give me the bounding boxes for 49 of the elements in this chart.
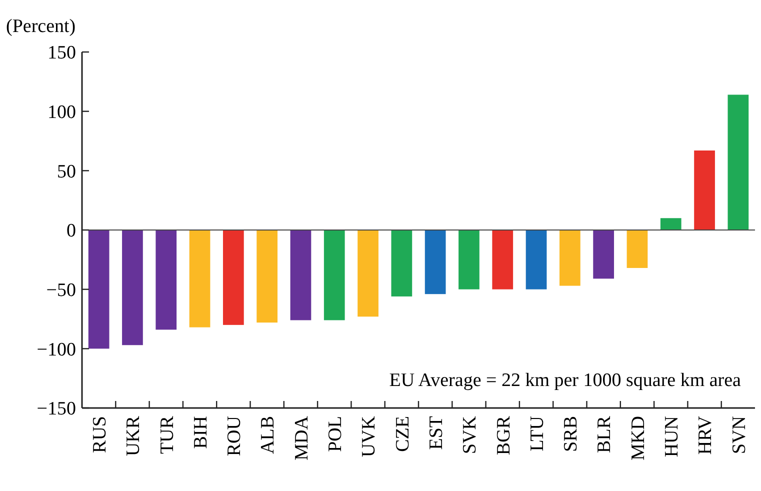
x-tick-label: MDA xyxy=(291,416,312,460)
bar xyxy=(358,230,378,317)
y-tick-label: 150 xyxy=(48,42,76,64)
x-tick-label: ALB xyxy=(258,416,279,454)
x-tick-label: SRB xyxy=(560,416,582,452)
bar xyxy=(694,150,715,230)
y-tick-label: −50 xyxy=(46,280,76,301)
x-tick-label: RUS xyxy=(89,416,110,453)
x-tick-label: TUR xyxy=(156,416,178,454)
x-tick-label: LTU xyxy=(526,416,548,452)
bar xyxy=(324,230,345,320)
bar xyxy=(156,230,177,330)
x-tick-label: SVN xyxy=(728,416,750,454)
bar xyxy=(256,230,278,323)
bar xyxy=(391,230,412,296)
x-tick-label: ROU xyxy=(224,416,246,456)
x-tick-label: UVK xyxy=(358,416,380,458)
bar xyxy=(728,94,749,230)
x-tick-label: HRV xyxy=(695,416,716,455)
bar xyxy=(660,218,682,230)
x-tick-label: POL xyxy=(325,416,346,452)
bar xyxy=(189,230,210,328)
x-tick-label: UKR xyxy=(123,416,144,456)
x-tick-label: BIH xyxy=(190,416,212,449)
x-tick-label: EST xyxy=(426,416,447,450)
bar xyxy=(593,230,614,279)
bar xyxy=(88,230,110,349)
bar xyxy=(222,230,244,325)
y-tick-label: −100 xyxy=(36,339,76,360)
bar xyxy=(458,230,480,290)
x-tick-label: BLR xyxy=(594,416,616,453)
y-tick-label: −150 xyxy=(36,398,76,420)
x-tick-label: SVK xyxy=(460,416,481,454)
y-tick-label: 0 xyxy=(66,220,76,242)
y-tick-label: 50 xyxy=(57,161,76,182)
bar xyxy=(526,230,547,290)
y-axis-title: (Percent) xyxy=(6,16,76,37)
bar xyxy=(492,230,514,290)
annotation: EU Average = 22 km per 1000 square km area xyxy=(389,370,742,391)
y-tick-label: 100 xyxy=(48,102,76,123)
bar xyxy=(559,230,580,286)
x-tick-label: BGR xyxy=(493,416,514,456)
x-tick-label: CZE xyxy=(392,416,414,452)
bar xyxy=(290,230,312,320)
x-tick-label: MKD xyxy=(628,416,649,460)
bar xyxy=(424,230,446,294)
bar xyxy=(122,230,143,346)
x-tick-label: HUN xyxy=(662,416,683,458)
bar xyxy=(626,230,648,268)
